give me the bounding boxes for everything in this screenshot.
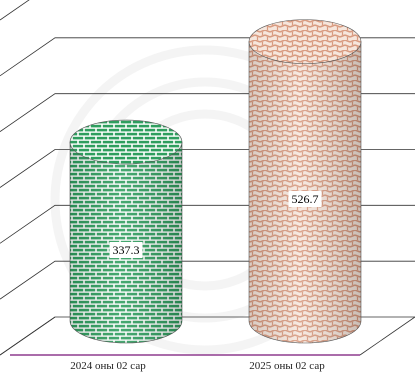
gridline <box>0 0 30 21</box>
floor-right-edge <box>359 316 415 356</box>
data-label: 337.3 <box>109 241 143 258</box>
bar-top <box>69 119 183 165</box>
floor-depth-edge <box>0 316 56 356</box>
bar-1 <box>248 19 362 344</box>
data-label: 526.7 <box>288 191 322 208</box>
x-tick-label: 2024 оны 02 сар <box>70 360 146 372</box>
bar-0 <box>69 119 183 344</box>
x-tick-label: 2025 оны 02 сар <box>249 360 325 372</box>
bar-top <box>248 19 362 64</box>
